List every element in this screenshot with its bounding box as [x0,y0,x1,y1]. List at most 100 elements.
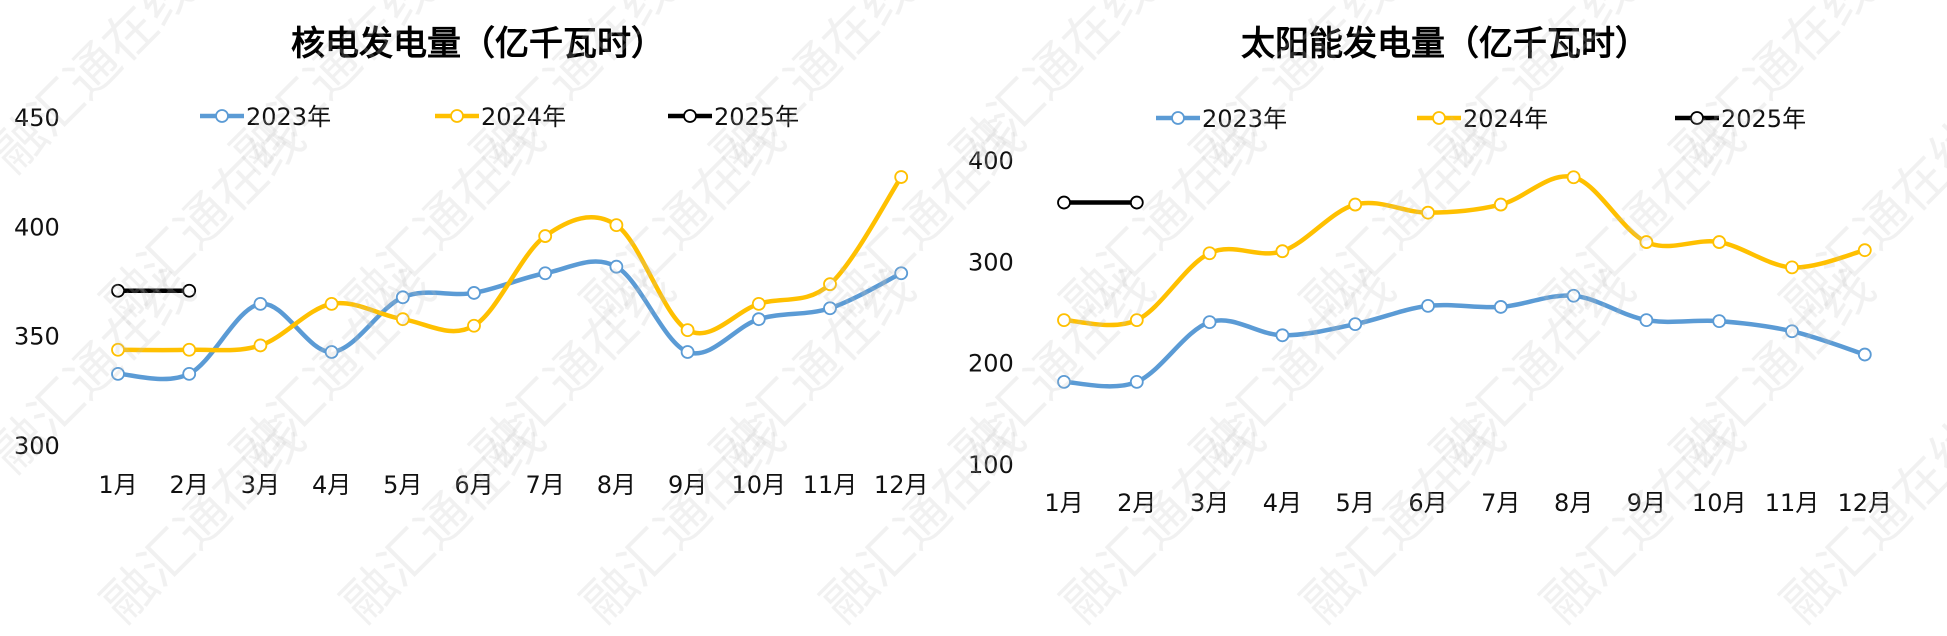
data-point [1493,197,1508,212]
x-tick-label: 12月 [1838,489,1893,517]
chart-title: 核电发电量（亿千瓦时） [291,24,665,64]
legend-swatch-marker [450,109,464,123]
data-point [894,170,909,184]
data-point [111,366,125,381]
x-tick-label: 8月 [1554,489,1593,517]
data-point [823,301,837,316]
data-point [1712,314,1727,329]
data-point [1057,195,1071,210]
data-point [680,345,695,359]
data-point [751,312,766,327]
data-point [1639,235,1654,249]
y-axis: 100 200 300 400 [968,147,1014,479]
y-tick-label: 100 [968,451,1014,479]
data-point [1712,235,1727,249]
x-tick-label: 7月 [1481,489,1520,517]
data-point [1785,324,1799,339]
data-point [1275,244,1290,259]
legend-swatch-marker [1690,111,1704,125]
data-point [467,286,481,300]
data-point [395,312,410,327]
series-group [111,170,909,382]
x-tick-label: 11月 [803,471,858,499]
data-point [823,277,837,292]
solar-power-chart: 太阳能发电量（亿千瓦时） 2023年 2024年 2025年 100 200 300 40… [968,24,1892,517]
data-point [1348,197,1363,212]
legend: 2023年 2024年 2025年 [1156,105,1806,133]
data-point [1129,195,1144,210]
data-point [1857,347,1872,362]
x-tick-label: 12月 [874,471,929,499]
x-tick-label: 3月 [241,471,280,499]
data-point [1057,313,1071,327]
x-tick-label: 1月 [98,471,137,499]
data-point [395,290,410,305]
data-point [1566,288,1581,303]
series-line [1061,293,1868,389]
x-tick-label: 5月 [1336,489,1375,517]
data-point [680,323,695,338]
data-point [182,342,197,357]
legend: 2023年 2024年 2025年 [200,103,799,131]
data-point [1493,300,1508,314]
x-tick-label: 4月 [312,471,351,499]
data-point [1057,375,1071,389]
x-axis: 1月 2月 3月 4月 5月 6月 7月 8月 9月 10月 11月 12月 [1044,489,1892,517]
data-point [253,296,268,311]
data-point [324,345,339,359]
y-tick-label: 400 [14,213,60,241]
data-point [1857,243,1872,258]
x-tick-label: 10月 [1692,489,1747,517]
data-point [253,338,268,353]
data-point [751,296,766,311]
legend-swatch-marker [683,109,697,123]
x-tick-label: 10月 [732,471,787,499]
data-point [182,366,197,381]
y-tick-label: 400 [968,147,1014,175]
legend-label: 2025年 [1721,105,1806,133]
y-tick-label: 300 [14,432,60,460]
y-tick-label: 200 [968,350,1014,378]
nuclear-chart-panel: 核电发电量（亿千瓦时） 2023年 2024年 2025年 300 350 400 450… [0,0,960,535]
legend-label: 2024年 [1463,105,1548,133]
data-point [1202,246,1217,261]
data-point [894,266,909,281]
x-tick-label: 5月 [383,471,422,499]
data-point [1129,313,1144,327]
x-tick-label: 11月 [1765,489,1820,517]
data-point [1785,260,1799,275]
legend-swatch-marker [1171,111,1185,125]
chart-title: 太阳能发电量（亿千瓦时） [1241,24,1649,64]
x-tick-label: 2月 [170,471,209,499]
data-point [1275,328,1290,343]
data-point [538,229,553,243]
y-axis: 300 350 400 450 [14,104,60,460]
data-point [1639,313,1654,327]
data-point [467,318,481,333]
data-point [1566,170,1581,185]
legend-swatch-marker [1432,111,1446,125]
legend-label: 2025年 [714,103,799,131]
y-tick-label: 350 [14,323,60,351]
data-point [538,266,553,281]
y-tick-label: 300 [968,248,1014,276]
x-axis: 1月 2月 3月 4月 5月 6月 7月 8月 9月 10月 11月 12月 [98,471,928,499]
legend-label: 2023年 [1202,105,1287,133]
legend-label: 2024年 [481,103,566,131]
data-point [1421,205,1435,220]
data-point [1421,299,1435,313]
data-point [324,296,339,311]
x-tick-label: 8月 [597,471,636,499]
legend-label: 2023年 [246,103,331,131]
x-tick-label: 9月 [1627,489,1666,517]
data-point [182,283,197,298]
data-point [1202,315,1217,330]
x-tick-label: 3月 [1190,489,1229,517]
x-tick-label: 1月 [1044,489,1083,517]
nuclear-power-chart: 核电发电量（亿千瓦时） 2023年 2024年 2025年 300 350 400 450… [14,24,928,499]
data-point [111,342,125,357]
y-tick-label: 450 [14,104,60,132]
solar-chart-panel: 太阳能发电量（亿千瓦时） 2023年 2024年 2025年 100 200 300 40… [960,0,1947,535]
series-line [1061,174,1868,328]
data-point [111,283,125,298]
